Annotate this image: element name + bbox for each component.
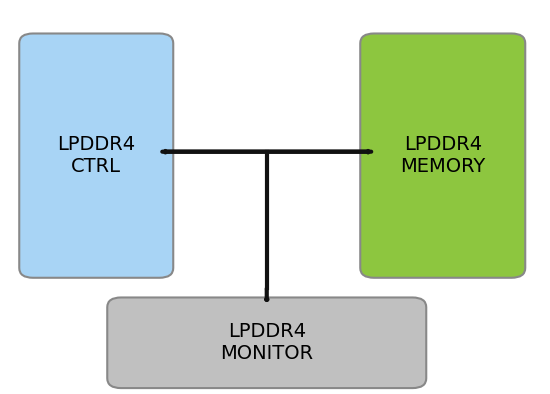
Text: LPDDR4
MEMORY: LPDDR4 MEMORY: [400, 135, 485, 176]
Text: LPDDR4
CTRL: LPDDR4 CTRL: [57, 135, 135, 176]
FancyBboxPatch shape: [19, 33, 173, 278]
FancyBboxPatch shape: [360, 33, 525, 278]
FancyBboxPatch shape: [107, 297, 426, 388]
Text: LPDDR4
MONITOR: LPDDR4 MONITOR: [220, 322, 313, 363]
